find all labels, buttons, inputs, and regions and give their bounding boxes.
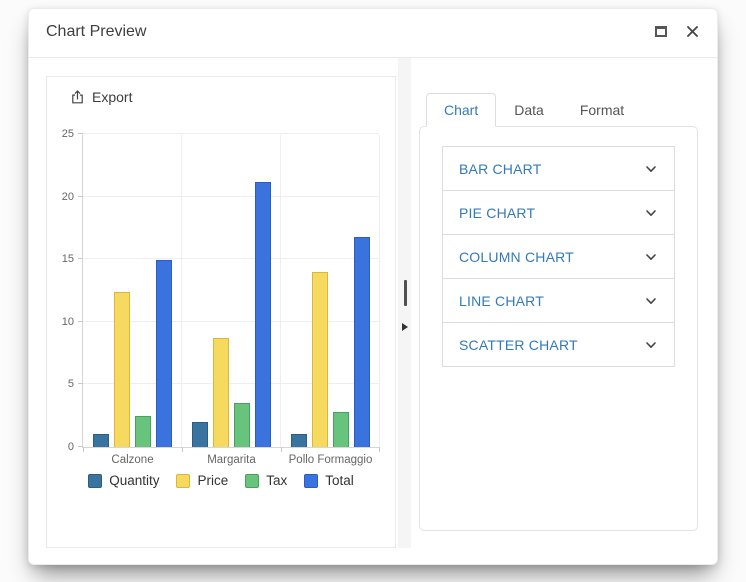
- bar-tax-calzone: [134, 416, 151, 447]
- bar-total-pollo-formaggio: [353, 237, 370, 447]
- legend-label: Quantity: [109, 473, 160, 488]
- y-axis-tick: [78, 258, 83, 260]
- panel-splitter[interactable]: [398, 58, 411, 548]
- tab-data[interactable]: Data: [514, 102, 544, 118]
- window-controls: [655, 25, 699, 38]
- bar-total-calzone: [155, 260, 172, 447]
- accordion-item-scatter-chart[interactable]: SCATTER CHART: [442, 322, 675, 367]
- tab-chart[interactable]: Chart: [426, 93, 497, 127]
- accordion-item-bar-chart[interactable]: BAR CHART: [442, 146, 675, 191]
- legend-label: Total: [325, 473, 354, 488]
- y-axis-tick: [78, 195, 83, 197]
- tab-content-chart: BAR CHART PIE CHART COLUMN CHART LINE CHART…: [419, 126, 698, 531]
- chevron-down-icon: [644, 162, 658, 176]
- chart-legend: Quantity Price Tax Total: [47, 473, 395, 488]
- y-axis-tick: [78, 446, 83, 447]
- accordion-label: PIE CHART: [459, 204, 536, 221]
- accordion-item-line-chart[interactable]: LINE CHART: [442, 278, 675, 323]
- x-axis-label-pollo-formaggio: Pollo Formaggio: [288, 454, 373, 466]
- gridline: [83, 320, 379, 322]
- x-axis-tick: [379, 447, 380, 452]
- bar-quantity-pollo-formaggio: [290, 434, 307, 447]
- y-axis-tick-label: 15: [61, 253, 74, 266]
- legend-item-tax: Tax: [245, 473, 287, 488]
- legend-swatch-total: [304, 473, 319, 488]
- bar-tax-margarita: [233, 403, 250, 447]
- legend-item-price: Price: [176, 473, 228, 488]
- bar-tax-pollo-formaggio: [332, 412, 349, 447]
- chart-preview-dialog: Chart Preview Export: [28, 8, 718, 565]
- x-axis-label-calzone: Calzone: [111, 454, 154, 466]
- maximize-icon[interactable]: [655, 26, 667, 37]
- accordion-label: LINE CHART: [459, 292, 544, 309]
- y-axis-tick-label: 0: [67, 441, 74, 453]
- tab-format[interactable]: Format: [579, 102, 625, 118]
- y-axis-tick-label: 10: [61, 315, 74, 328]
- legend-swatch-quantity: [88, 473, 103, 488]
- category-column-margarita: [182, 135, 281, 447]
- chevron-down-icon: [644, 294, 658, 308]
- legend-item-total: Total: [304, 473, 354, 488]
- dialog-title: Chart Preview: [46, 23, 147, 40]
- dialog-header: Chart Preview: [29, 9, 717, 58]
- gridline: [83, 133, 379, 134]
- legend-label: Price: [197, 473, 229, 488]
- legend-label: Tax: [266, 473, 288, 488]
- bar-quantity-calzone: [92, 434, 109, 447]
- drag-handle-icon[interactable]: [403, 280, 407, 306]
- chevron-down-icon: [644, 338, 658, 352]
- category-column-calzone: [83, 135, 182, 447]
- accordion-item-pie-chart[interactable]: PIE CHART: [442, 190, 675, 235]
- x-axis-tick: [182, 447, 183, 452]
- export-button[interactable]: Export: [70, 89, 132, 105]
- accordion-label: BAR CHART: [459, 160, 542, 177]
- chart-panel: Export 0 5 10 15 20 25 Calzone Margarita Pollo F…: [46, 76, 396, 548]
- gridline: [83, 258, 379, 260]
- chevron-down-icon: [644, 206, 658, 220]
- y-axis-tick-label: 20: [61, 190, 74, 203]
- y-axis-tick: [78, 383, 83, 385]
- dialog-body: Export 0 5 10 15 20 25 Calzone Margarita Pollo F…: [29, 58, 717, 565]
- x-axis-label-margarita: Margarita: [207, 454, 256, 466]
- accordion-label: COLUMN CHART: [459, 248, 574, 265]
- bar-price-calzone: [113, 292, 130, 447]
- category-column-pollo-formaggio: [281, 135, 380, 447]
- y-axis-tick: [78, 133, 83, 134]
- x-axis-tick: [83, 447, 84, 452]
- triangle-right-icon[interactable]: [401, 323, 408, 331]
- tabs-row: Chart Data Format: [426, 93, 698, 127]
- export-label: Export: [92, 89, 133, 105]
- close-icon[interactable]: [686, 25, 699, 38]
- chart-type-accordion: BAR CHART PIE CHART COLUMN CHART LINE CHART…: [442, 146, 675, 367]
- gridline: [83, 195, 379, 197]
- bar-price-margarita: [212, 338, 229, 447]
- settings-panel: Chart Data Format BAR CHART PIE CHART COLUMN…: [419, 93, 698, 531]
- bar-total-margarita: [254, 182, 271, 447]
- accordion-item-column-chart[interactable]: COLUMN CHART: [442, 234, 675, 279]
- legend-item-quantity: Quantity: [88, 473, 159, 488]
- y-axis-tick-label: 25: [61, 128, 74, 140]
- y-axis-tick-label: 5: [67, 378, 74, 391]
- legend-swatch-tax: [245, 473, 260, 488]
- export-upload-icon: [70, 89, 85, 105]
- y-axis-tick: [78, 320, 83, 322]
- accordion-label: SCATTER CHART: [459, 336, 578, 353]
- chevron-down-icon: [644, 250, 658, 264]
- gridline: [83, 383, 379, 385]
- bar-quantity-margarita: [191, 422, 208, 447]
- bar-chart-plot-area: 0 5 10 15 20 25 Calzone Margarita Pollo Formaggi…: [62, 128, 380, 466]
- x-axis-tick: [281, 447, 282, 452]
- legend-swatch-price: [176, 473, 191, 488]
- bar-price-pollo-formaggio: [311, 272, 328, 447]
